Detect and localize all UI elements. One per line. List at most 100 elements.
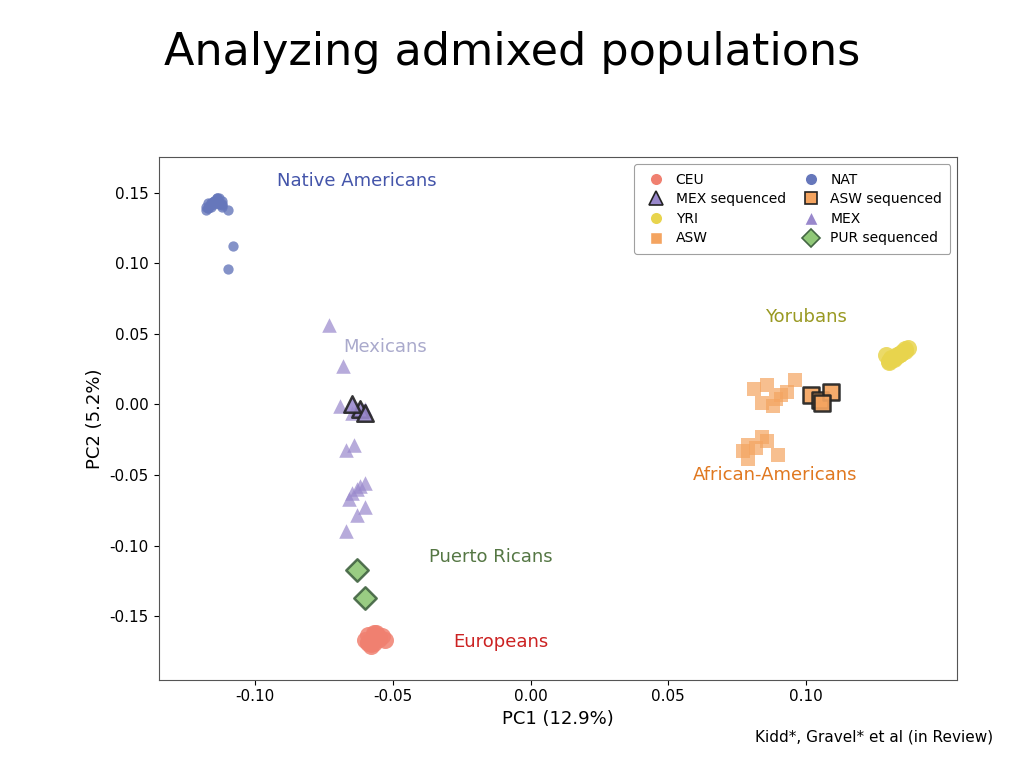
Point xyxy=(343,399,359,411)
Point xyxy=(745,382,762,395)
Text: Europeans: Europeans xyxy=(454,633,549,650)
Point xyxy=(900,342,916,354)
Point xyxy=(357,502,374,514)
Point xyxy=(366,637,382,649)
Point xyxy=(219,263,236,275)
Point xyxy=(883,352,899,364)
Point xyxy=(198,200,214,213)
Point xyxy=(349,508,366,521)
Text: African-Americans: African-Americans xyxy=(693,466,857,484)
Point xyxy=(349,483,366,495)
Point xyxy=(377,634,393,647)
Point xyxy=(740,453,757,465)
Point xyxy=(200,202,216,214)
Point xyxy=(203,200,219,213)
Text: Kidd*, Gravel* et al (in Review): Kidd*, Gravel* et al (in Review) xyxy=(755,730,993,745)
Point xyxy=(208,192,224,204)
Y-axis label: PC2 (5.2%): PC2 (5.2%) xyxy=(86,369,104,468)
Legend: CEU, MEX sequenced, YRI, ASW, NAT, ASW sequenced, MEX, PUR sequenced: CEU, MEX sequenced, YRI, ASW, NAT, ASW s… xyxy=(634,164,950,253)
Point xyxy=(770,449,786,462)
Point xyxy=(881,355,897,367)
Point xyxy=(889,350,905,362)
Point xyxy=(767,392,783,405)
Point xyxy=(812,394,828,406)
Point xyxy=(368,630,384,642)
Point xyxy=(200,197,216,209)
Point xyxy=(354,404,371,416)
Point xyxy=(881,356,897,368)
Point xyxy=(203,197,219,209)
Point xyxy=(211,192,227,204)
Point xyxy=(897,345,913,357)
Point xyxy=(778,386,795,398)
Point xyxy=(773,389,790,401)
Point xyxy=(814,397,830,409)
Point xyxy=(357,407,374,419)
Point xyxy=(754,397,770,409)
Text: Analyzing admixed populations: Analyzing admixed populations xyxy=(164,31,860,74)
Point xyxy=(343,407,359,419)
Point xyxy=(351,480,368,492)
Text: Puerto Ricans: Puerto Ricans xyxy=(429,548,552,566)
Point xyxy=(371,633,387,645)
Point xyxy=(740,439,757,452)
Text: Mexicans: Mexicans xyxy=(343,338,427,356)
Point xyxy=(211,198,227,210)
Point xyxy=(211,197,227,209)
Point xyxy=(759,435,775,447)
Point xyxy=(886,353,902,366)
Point xyxy=(357,591,374,604)
Point xyxy=(206,195,222,207)
Point xyxy=(335,360,351,372)
Point xyxy=(822,386,839,398)
Point xyxy=(333,399,349,412)
Text: Native Americans: Native Americans xyxy=(278,173,437,190)
Point xyxy=(366,627,382,639)
Point xyxy=(208,194,224,206)
Point xyxy=(357,478,374,490)
Point xyxy=(214,200,230,213)
Point xyxy=(883,353,899,366)
Point xyxy=(341,493,357,505)
Point xyxy=(338,443,354,455)
Point xyxy=(343,487,359,499)
Point xyxy=(200,202,216,214)
Point xyxy=(754,431,770,443)
Point xyxy=(803,389,819,401)
X-axis label: PC1 (12.9%): PC1 (12.9%) xyxy=(502,710,614,728)
Point xyxy=(892,347,908,359)
Point xyxy=(894,346,910,359)
Point xyxy=(357,402,374,415)
Point xyxy=(359,628,376,641)
Point xyxy=(749,442,765,455)
Point xyxy=(214,195,230,207)
Point xyxy=(351,402,368,415)
Point xyxy=(219,204,236,216)
Point xyxy=(374,630,390,642)
Point xyxy=(886,352,902,364)
Point xyxy=(734,445,751,457)
Point xyxy=(203,197,219,209)
Point xyxy=(897,343,913,356)
Point xyxy=(759,379,775,391)
Point xyxy=(208,192,224,204)
Point xyxy=(878,349,894,361)
Point xyxy=(349,564,366,576)
Point xyxy=(206,198,222,210)
Point xyxy=(349,402,366,415)
Text: Yorubans: Yorubans xyxy=(765,308,847,326)
Point xyxy=(357,634,374,647)
Point xyxy=(359,637,376,649)
Point xyxy=(368,627,384,639)
Point xyxy=(203,199,219,211)
Point xyxy=(371,631,387,644)
Point xyxy=(322,319,338,332)
Point xyxy=(765,399,781,412)
Point xyxy=(225,240,242,253)
Point xyxy=(892,347,908,359)
Point xyxy=(359,635,376,647)
Point xyxy=(889,349,905,361)
Point xyxy=(362,640,379,652)
Point xyxy=(338,525,354,538)
Point xyxy=(366,628,382,641)
